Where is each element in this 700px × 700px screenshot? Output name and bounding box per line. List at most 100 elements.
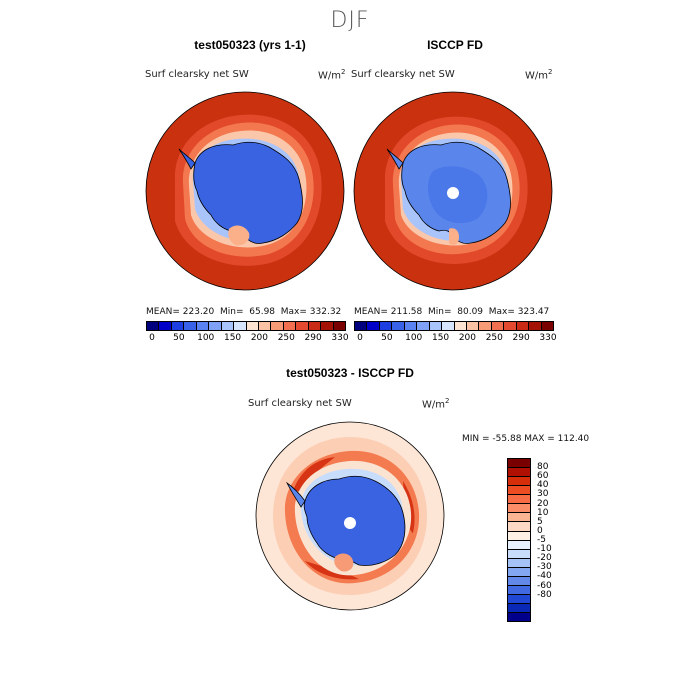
- colorbar-swatch: [508, 549, 530, 559]
- colorbar-swatch: [508, 558, 530, 568]
- right-variable-label: Surf clearsky net SW: [351, 69, 455, 80]
- colorbar-tick-label: 50: [381, 333, 393, 343]
- colorbar-tick-label: 250: [277, 333, 295, 343]
- diff-variable-label: Surf clearsky net SW: [248, 398, 352, 409]
- colorbar-swatch: [429, 322, 443, 330]
- colorbar-tick-label: 100: [405, 333, 423, 343]
- right-pole-hole: [447, 187, 459, 199]
- colorbar-tick-label: 250: [485, 333, 503, 343]
- colorbar-swatch: [508, 495, 530, 505]
- colorbar-swatch: [508, 613, 530, 622]
- colorbar-swatch: [529, 322, 542, 330]
- colorbar-swatch: [296, 322, 309, 330]
- colorbar-tick-label: 0: [149, 333, 155, 343]
- colorbar-swatch: [367, 322, 380, 330]
- colorbar-tick-label: 20: [537, 498, 549, 509]
- colorbar-tick-label: 30: [537, 489, 549, 500]
- colorbar-swatch: [355, 322, 368, 330]
- diff-minmax: MIN = -55.88 MAX = 112.40: [462, 434, 590, 444]
- diff-ross-sea: [334, 553, 354, 572]
- diff-colorbar: [507, 458, 531, 622]
- colorbar-swatch: [283, 322, 297, 330]
- left-stats: MEAN= 223.20 Min= 65.98 Max= 332.32: [146, 307, 342, 317]
- colorbar-swatch: [491, 322, 505, 330]
- right-units-label: W/m2: [525, 68, 553, 82]
- figure-season-title: DJF: [330, 8, 370, 33]
- colorbar-tick-label: 100: [197, 333, 215, 343]
- colorbar-tick-label: -10: [537, 544, 552, 555]
- colorbar-swatch: [417, 322, 430, 330]
- colorbar-swatch: [234, 322, 247, 330]
- colorbar-tick-label: -80: [537, 589, 552, 600]
- colorbar-swatch: [541, 322, 553, 330]
- colorbar-tick-label: -60: [537, 580, 552, 591]
- colorbar-swatch: [454, 322, 467, 330]
- colorbar-tick-label: 0: [357, 333, 363, 343]
- diff-units-label: W/m2: [422, 397, 450, 411]
- diff-panel-title: test050323 - ISCCP FD: [286, 366, 414, 380]
- left-peninsula: [178, 148, 196, 170]
- right-polar-map: [353, 91, 553, 291]
- diff-pole-hole: [344, 517, 356, 529]
- colorbar-tick-label: 330: [331, 333, 349, 343]
- colorbar-tick-label: 0: [537, 525, 543, 536]
- colorbar-swatch: [504, 322, 517, 330]
- right-stats: MEAN= 211.58 Min= 80.09 Max= 323.47: [354, 307, 550, 317]
- colorbar-swatch: [508, 540, 530, 550]
- left-colorbar: [146, 321, 346, 331]
- colorbar-tick-label: 40: [537, 480, 549, 491]
- diff-peninsula: [285, 481, 306, 508]
- colorbar-swatch: [508, 576, 530, 586]
- colorbar-swatch: [221, 322, 235, 330]
- colorbar-swatch: [209, 322, 222, 330]
- colorbar-swatch: [392, 322, 405, 330]
- diff-polar-map: [255, 421, 445, 611]
- colorbar-tick-label: 50: [173, 333, 185, 343]
- colorbar-swatch: [508, 477, 530, 487]
- left-polar-map: [145, 91, 345, 291]
- left-continent: [193, 141, 303, 244]
- left-colorbar-ticks: 0 50 100 150 200 250 290 330: [146, 333, 349, 345]
- right-colorbar-ticks: 0 50 100 150 200 250 290 330: [354, 333, 557, 345]
- colorbar-tick-label: 80: [537, 462, 549, 473]
- colorbar-swatch: [321, 322, 334, 330]
- left-units-label: W/m2: [318, 68, 346, 82]
- colorbar-swatch: [404, 322, 418, 330]
- colorbar-tick-label: 150: [223, 333, 242, 343]
- right-colorbar: [354, 321, 554, 331]
- colorbar-swatch: [479, 322, 492, 330]
- colorbar-tick-label: 330: [539, 333, 557, 343]
- colorbar-swatch: [508, 504, 530, 514]
- colorbar-tick-label: -5: [537, 535, 546, 545]
- colorbar-swatch: [442, 322, 455, 330]
- colorbar-swatch: [508, 468, 530, 478]
- colorbar-tick-label: -40: [537, 571, 552, 582]
- right-ross-sea-warm: [449, 228, 459, 245]
- colorbar-swatch: [271, 322, 284, 330]
- colorbar-swatch: [508, 522, 530, 532]
- right-peninsula: [386, 148, 404, 170]
- colorbar-tick-label: 290: [304, 333, 322, 343]
- colorbar-tick-label: -30: [537, 562, 552, 573]
- colorbar-swatch: [246, 322, 259, 330]
- diff-colorbar-ticks: 80 60 40 30 20 10 5 0 -5 -10 -20 -30 -40 -60 -80: [537, 458, 567, 622]
- colorbar-swatch: [308, 322, 322, 330]
- left-panel-title: test050323 (yrs 1-1): [194, 38, 306, 52]
- colorbar-swatch: [171, 322, 185, 330]
- colorbar-swatch: [159, 322, 172, 330]
- left-ross-sea-warm: [228, 225, 250, 246]
- colorbar-swatch: [184, 322, 197, 330]
- colorbar-swatch: [508, 459, 530, 469]
- colorbar-swatch: [258, 322, 272, 330]
- colorbar-tick-label: 60: [537, 471, 549, 482]
- colorbar-tick-label: 290: [512, 333, 530, 343]
- colorbar-swatch: [379, 322, 393, 330]
- right-panel-title: ISCCP FD: [427, 38, 483, 52]
- colorbar-swatch: [508, 604, 530, 614]
- colorbar-tick-label: -20: [537, 553, 552, 564]
- colorbar-swatch: [508, 531, 530, 541]
- colorbar-tick-label: 200: [458, 333, 477, 343]
- colorbar-tick-label: 200: [250, 333, 269, 343]
- colorbar-swatch: [147, 322, 160, 330]
- colorbar-swatch: [508, 594, 530, 604]
